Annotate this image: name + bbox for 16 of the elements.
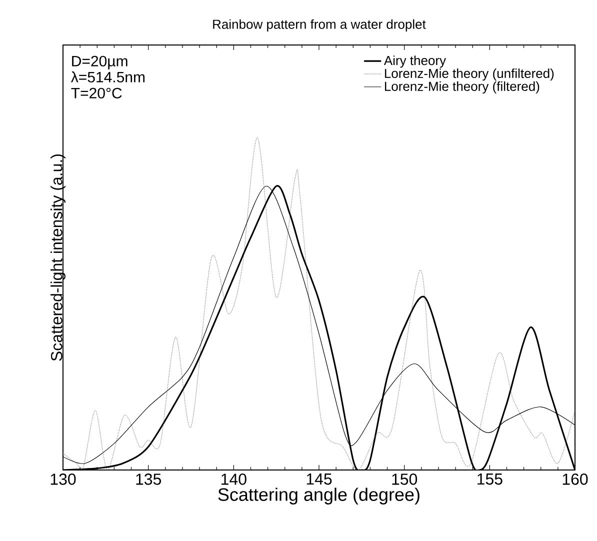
legend-label: Airy theory	[384, 56, 446, 68]
x-tick-label: 150	[392, 474, 418, 485]
legend-label: Lorenz-Mie theory (unfiltered)	[384, 68, 554, 81]
y-axis-title: Scattered-light intensity (a.u.)	[50, 154, 66, 361]
text: D=20µm	[72, 56, 128, 70]
legend-label: Lorenz-Mie theory (filtered)	[384, 81, 540, 94]
text: T=20°C	[71, 88, 122, 98]
text: λ=514.5nm	[70, 71, 145, 82]
x-tick-label: 135	[136, 474, 161, 485]
x-tick-label: 160	[562, 474, 588, 485]
x-tick-label: 145	[306, 474, 332, 485]
x-axis-title: Scattering angle (degree)	[218, 488, 420, 504]
x-tick-label: 130	[50, 474, 76, 485]
chart-title: Rainbow pattern from a water droplet	[213, 19, 426, 32]
x-tick-label: 140	[222, 474, 246, 485]
x-tick-label: 155	[478, 474, 502, 485]
